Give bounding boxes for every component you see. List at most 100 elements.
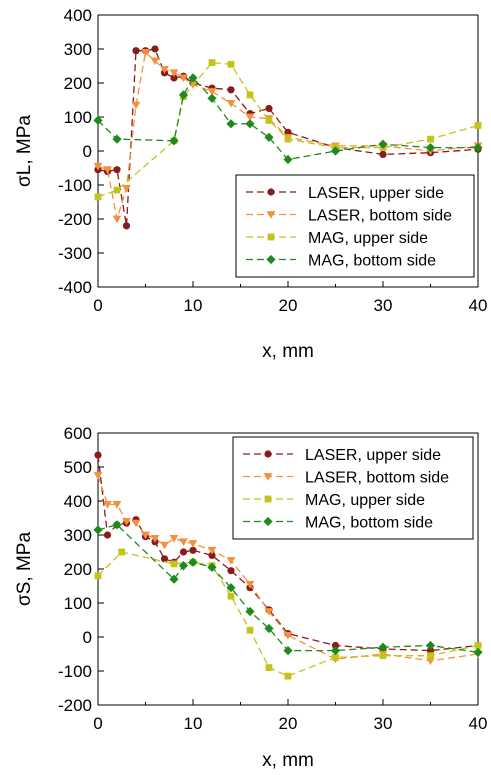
data-point (246, 626, 254, 634)
data-point (426, 657, 435, 665)
data-point (178, 90, 189, 100)
data-point (189, 546, 197, 554)
y-tick-label: 100 (64, 108, 92, 127)
data-point (113, 166, 121, 174)
y-tick-label: -100 (58, 176, 92, 195)
data-point (379, 150, 387, 158)
data-point (94, 572, 102, 580)
data-point (122, 518, 131, 526)
data-point (226, 557, 236, 565)
data-point (378, 642, 388, 652)
data-point (169, 69, 179, 77)
data-point (265, 104, 273, 113)
data-point (150, 535, 160, 543)
data-point (264, 623, 274, 634)
series-4 (93, 73, 483, 165)
data-point (207, 93, 217, 103)
data-point (208, 59, 216, 66)
legend-entry: LASER, bottom side (305, 470, 449, 487)
data-point (113, 186, 121, 194)
data-point (208, 551, 216, 560)
data-point (94, 451, 102, 459)
data-point (122, 222, 131, 230)
data-point (226, 119, 236, 129)
data-point (474, 642, 482, 649)
data-point (265, 117, 273, 124)
x-tick-label: 40 (469, 714, 488, 733)
data-point (245, 606, 255, 617)
y-tick-label: 200 (64, 560, 92, 579)
series-line (97, 76, 478, 161)
data-point (179, 538, 188, 546)
data-point (473, 143, 483, 153)
data-point (283, 646, 293, 656)
y-axis-label: σL, MPa (14, 115, 35, 187)
x-tick-label: 20 (279, 714, 298, 733)
data-point (103, 531, 112, 539)
legend-entry: LASER, upper side (305, 447, 441, 464)
y-tick-label: 0 (83, 142, 92, 161)
data-point (207, 562, 217, 572)
data-point (93, 162, 103, 171)
data-point (131, 519, 141, 528)
data-point (227, 86, 235, 94)
data-point (170, 74, 178, 82)
series-line (97, 551, 479, 677)
series-line (97, 48, 479, 226)
x-tick-label: 20 (279, 296, 298, 315)
x-axis-label: x, mm (262, 341, 314, 362)
x-tick-label: 10 (184, 714, 203, 733)
legend-swatch-marker (263, 473, 273, 481)
data-point (169, 136, 179, 146)
legend-swatch-marker (266, 254, 276, 265)
y-tick-label: 300 (64, 40, 92, 59)
data-point (112, 520, 122, 530)
legend: LASER, upper side LASER, bottom side MAG, … (235, 174, 475, 278)
x-tick-label: 30 (374, 296, 393, 315)
series-3 (94, 548, 482, 680)
y-tick-label: 400 (64, 492, 92, 511)
data-point (264, 608, 274, 616)
data-point (103, 166, 112, 174)
data-point (131, 101, 141, 110)
data-point (160, 555, 169, 563)
data-point (103, 501, 112, 509)
data-point (283, 631, 293, 640)
data-point (425, 143, 436, 153)
y-tick-label: 0 (83, 628, 92, 647)
legend-entry: MAG, bottom side (308, 253, 436, 270)
legend-swatch-marker (267, 233, 275, 241)
y-tick-label: 100 (64, 594, 92, 613)
legend-swatch-marker (267, 188, 275, 196)
data-point (188, 557, 198, 567)
series-line (97, 51, 479, 220)
data-point (330, 146, 341, 156)
legend-swatch-marker (263, 516, 273, 527)
data-point (93, 472, 103, 480)
legend-swatch-marker (266, 211, 276, 219)
y-tick-label: -200 (58, 210, 92, 229)
data-point (93, 525, 103, 535)
data-point (112, 215, 122, 224)
legend: LASER, upper side LASER, bottom side MAG, … (232, 436, 474, 540)
x-tick-label: 0 (93, 296, 102, 315)
data-point (188, 540, 198, 548)
legend-box (235, 174, 475, 278)
data-point (227, 60, 235, 68)
data-point (178, 561, 189, 571)
y-tick-label: -400 (58, 278, 92, 297)
data-point (330, 646, 341, 656)
data-point (151, 45, 159, 53)
y-tick-label: 200 (64, 74, 92, 93)
data-point (379, 652, 387, 660)
data-point (473, 647, 483, 657)
legend-swatch-marker (264, 495, 272, 503)
data-point (188, 73, 198, 83)
data-point (132, 47, 140, 55)
data-point (122, 185, 131, 193)
data-point (284, 135, 292, 143)
data-point (427, 135, 434, 143)
legend-swatch-marker (264, 450, 272, 458)
y-tick-label: 300 (64, 526, 92, 545)
